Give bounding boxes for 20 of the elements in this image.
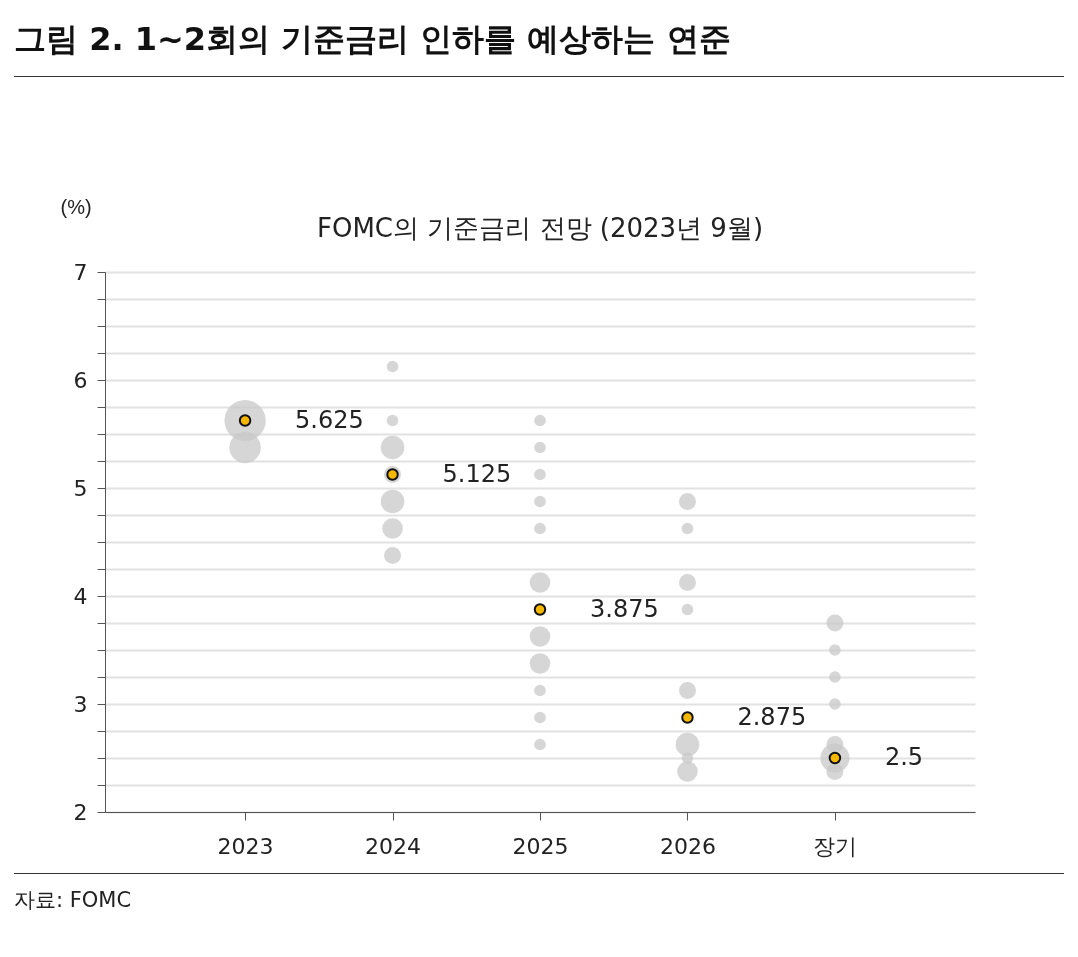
x-tick-label: 2025 — [512, 833, 569, 859]
y-tick-label: 5 — [73, 475, 88, 501]
x-tick-label: 2026 — [659, 833, 716, 859]
data-label: 3.875 — [590, 594, 659, 623]
x-tick-label: 장기 — [813, 833, 858, 859]
y-tick-label: 4 — [73, 583, 88, 609]
y-tick-label: 7 — [73, 259, 88, 285]
text: 자료: FOMC — [14, 873, 1064, 914]
y-axis-title: (%) — [60, 195, 92, 218]
y-tick-label: 3 — [73, 691, 88, 717]
chart-title: 그림 2. 1~2회의 기준금리 인하를 예상하는 연준 — [14, 18, 1064, 77]
data-label: 2.875 — [737, 702, 807, 731]
x-tick-label: 2024 — [365, 833, 422, 859]
data-label: 5.125 — [442, 459, 512, 488]
data-label: 2.5 — [884, 743, 924, 771]
y-tick-label: 2 — [73, 799, 88, 825]
x-tick-label: 2023 — [217, 833, 274, 859]
chart-subtitle: FOMC의 기준금리 전망 (2023년 9월) — [316, 213, 764, 243]
data-label: 5.625 — [295, 405, 364, 434]
y-tick-label: 6 — [73, 367, 88, 393]
